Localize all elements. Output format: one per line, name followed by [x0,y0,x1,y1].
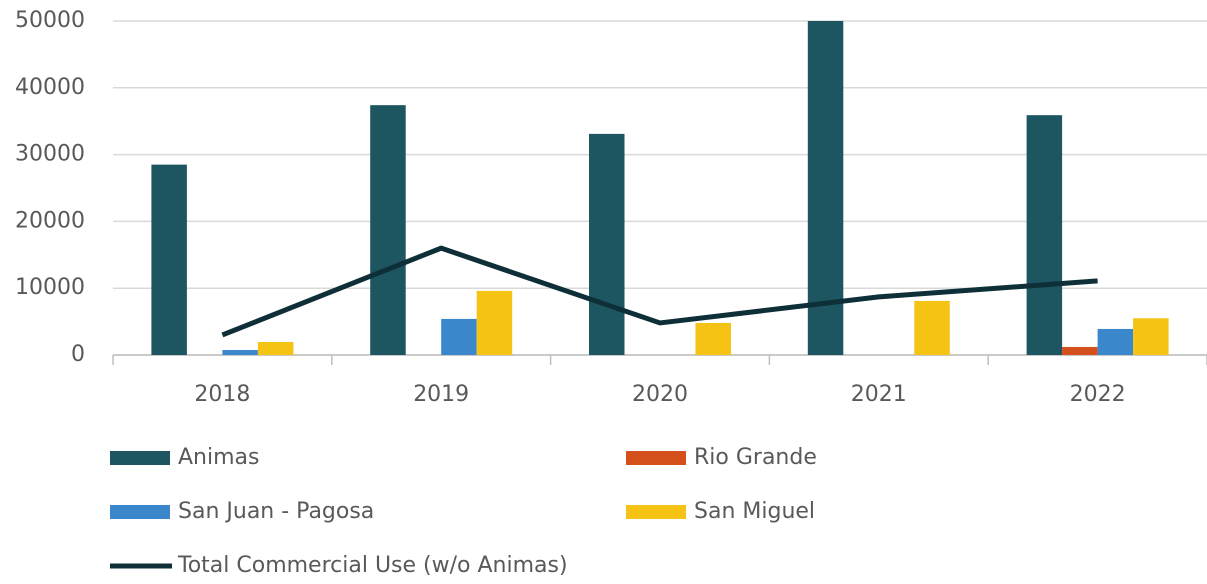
x-tick-label: 2018 [194,382,250,407]
x-tick-label: 2021 [851,382,907,407]
bar [1062,346,1098,355]
x-tick-label: 2020 [632,382,688,407]
bar [370,105,406,355]
y-tick-label: 0 [71,342,85,367]
y-tick-label: 40000 [15,75,85,100]
legend-swatch [626,505,686,519]
bar [476,290,513,355]
legend-swatch [110,451,170,465]
y-tick-label: 20000 [15,208,85,233]
y-tick-label: 30000 [15,142,85,167]
bar [1026,115,1063,355]
x-tick-label: 2019 [413,382,469,407]
y-tick-label: 10000 [15,275,85,300]
legend-label: Rio Grande [694,445,817,470]
legend-swatch [110,505,170,519]
bar [1097,328,1134,355]
legend-label: Animas [178,445,259,470]
legend-swatch [626,451,686,465]
bar [257,341,294,355]
line [221,245,1098,338]
bar [695,322,731,355]
bar [914,300,950,355]
x-tick-label: 2022 [1070,382,1126,407]
bar [589,133,625,355]
legend-label: San Miguel [694,499,815,524]
legend-label: San Juan - Pagosa [178,499,374,524]
legend-label: Total Commercial Use (w/o Animas) [177,553,568,578]
bar [151,164,187,355]
bar [441,318,477,355]
bar [222,349,258,355]
y-tick-label: 50000 [15,8,85,33]
bar [1133,318,1169,355]
